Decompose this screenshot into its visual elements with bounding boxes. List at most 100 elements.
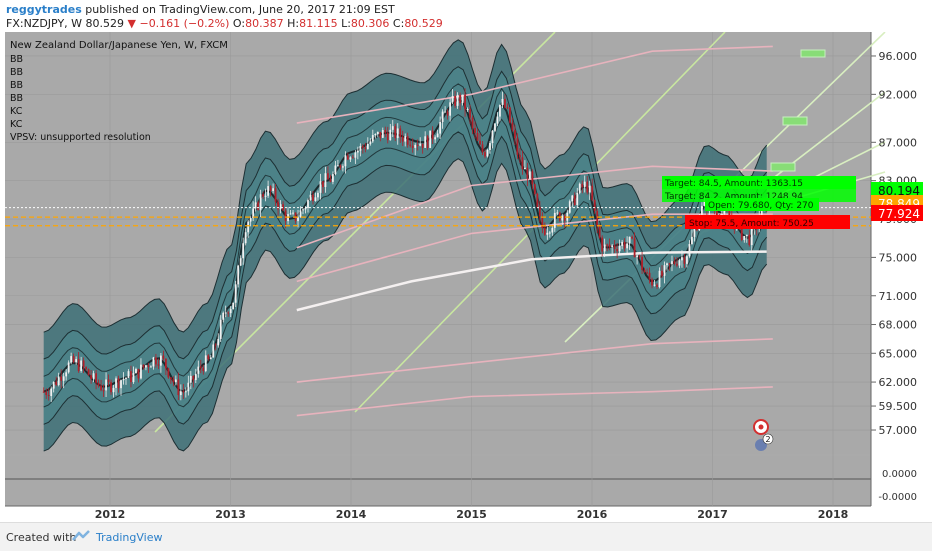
open-order-label[interactable]: Open: 79.680, Qty: 270 <box>708 201 814 211</box>
candle-body <box>120 380 122 389</box>
y-tick-label: 65.000 <box>879 347 918 360</box>
publish-line: reggytrades published on TradingView.com… <box>6 3 395 16</box>
candle-body <box>269 186 272 192</box>
candle-body <box>214 344 217 346</box>
inner-band <box>43 66 767 425</box>
candle-body <box>57 376 60 386</box>
candle-body <box>511 122 514 131</box>
candle-body <box>92 373 95 379</box>
username[interactable]: reggytrades <box>6 3 82 16</box>
candle-body <box>169 377 172 380</box>
candle-body <box>374 134 377 136</box>
target-1-label[interactable]: Target: 84.5, Amount: 1363.15 <box>664 179 803 189</box>
candle-body <box>476 132 479 141</box>
candle-body <box>337 165 339 167</box>
candle-body <box>147 365 150 367</box>
candle-body <box>329 179 332 182</box>
symbol-info: FX:NZDJPY, W 80.529 <box>6 17 125 30</box>
candle-body <box>528 171 531 179</box>
legend-bb-3[interactable]: BB <box>10 80 23 91</box>
candle-body <box>504 98 506 108</box>
candle-body <box>199 366 202 368</box>
y-tick-label: 57.000 <box>879 424 918 437</box>
price-axis[interactable]: 96.00092.00087.00083.00079.00075.00071.0… <box>871 50 917 437</box>
candle-body <box>406 136 409 145</box>
change-value: ▼ −0.161 (−0.2%) <box>127 17 230 30</box>
candle-body <box>401 136 404 142</box>
candle-body <box>42 391 45 393</box>
y-tick-label: 71.000 <box>879 290 918 303</box>
candle-body <box>77 359 80 371</box>
candle-body <box>142 364 145 368</box>
y-tick-label: 96.000 <box>879 50 918 63</box>
time-axis[interactable]: 2012 2013 2014 2015 2016 2017 2018 <box>95 508 849 521</box>
candle-body <box>152 357 155 367</box>
candle-body <box>745 234 748 236</box>
band-edge-line <box>43 39 768 333</box>
target-box <box>770 162 796 172</box>
candle-body <box>60 376 63 381</box>
x-tick-label: 2017 <box>697 508 728 521</box>
band-edge-line <box>43 158 768 452</box>
candle-body <box>361 146 364 148</box>
candle-body <box>234 284 237 303</box>
candle-body <box>526 167 529 179</box>
price-chart[interactable]: New Zealand Dollar/Japanese Yen, W, FXCM… <box>5 31 927 522</box>
candle-body <box>174 379 177 383</box>
candle-body <box>696 229 698 231</box>
legend-kc-1[interactable]: KC <box>10 106 23 117</box>
stop-order-label[interactable]: Stop: 75.5, Amount: 750.25 <box>689 219 814 229</box>
event-marker[interactable]: 2 <box>753 419 774 451</box>
x-tick-label: 2016 <box>577 508 608 521</box>
candle-body <box>292 212 294 214</box>
legend-kc-2[interactable]: KC <box>10 119 23 130</box>
candle-body <box>264 195 267 197</box>
candle-body <box>496 116 499 124</box>
candle-body <box>97 382 100 386</box>
candle-body <box>184 391 187 393</box>
candle-body <box>703 199 706 206</box>
candle-body <box>162 355 165 359</box>
candle-body <box>611 245 614 248</box>
tradingview-brand[interactable]: TradingView <box>96 531 163 544</box>
candle-body <box>297 217 299 222</box>
chart-area[interactable]: New Zealand Dollar/Japanese Yen, W, FXCM… <box>5 31 927 522</box>
candle-body <box>164 358 167 369</box>
candle-body <box>591 185 594 200</box>
candle-body <box>439 121 442 134</box>
candle-body <box>553 212 556 228</box>
sub-tick-label: -0.0000 <box>878 492 917 503</box>
candle-body <box>416 144 419 146</box>
candle-body <box>157 364 160 366</box>
kc-line <box>43 114 768 408</box>
candle-body <box>381 130 384 138</box>
legend-bb-1[interactable]: BB <box>10 54 23 65</box>
sub-pane-bg <box>5 456 871 506</box>
candle-body <box>192 375 195 381</box>
candle-body <box>464 94 466 110</box>
legend-bb-4[interactable]: BB <box>10 93 23 104</box>
channel-curve <box>296 45 773 124</box>
target-2-label[interactable]: Target: 84.2, Amount: 1248.94 <box>664 192 803 202</box>
price-tag-bg <box>871 182 923 198</box>
candle-body <box>521 157 524 170</box>
high-value: 81.115 <box>299 17 338 30</box>
candle-body <box>277 201 279 210</box>
candle-body <box>578 183 581 193</box>
candle-body <box>598 226 601 238</box>
legend-vpsv[interactable]: VPSV: unsupported resolution <box>10 132 151 143</box>
candle-body <box>379 131 382 138</box>
price-tag-bg <box>871 205 923 221</box>
candle-body <box>369 141 372 144</box>
candle-body <box>608 244 611 248</box>
candle-body <box>202 367 205 372</box>
candle-body <box>516 138 519 155</box>
legend-bb-2[interactable]: BB <box>10 67 23 78</box>
candle-body <box>247 221 250 233</box>
order-labels[interactable]: Target: 84.5, Amount: 1363.15 Target: 84… <box>662 176 856 229</box>
marker-count-bg <box>762 433 774 445</box>
candle-body <box>177 379 180 396</box>
candle-body <box>239 258 242 266</box>
candle-body <box>207 355 210 360</box>
candle-body <box>576 192 579 205</box>
